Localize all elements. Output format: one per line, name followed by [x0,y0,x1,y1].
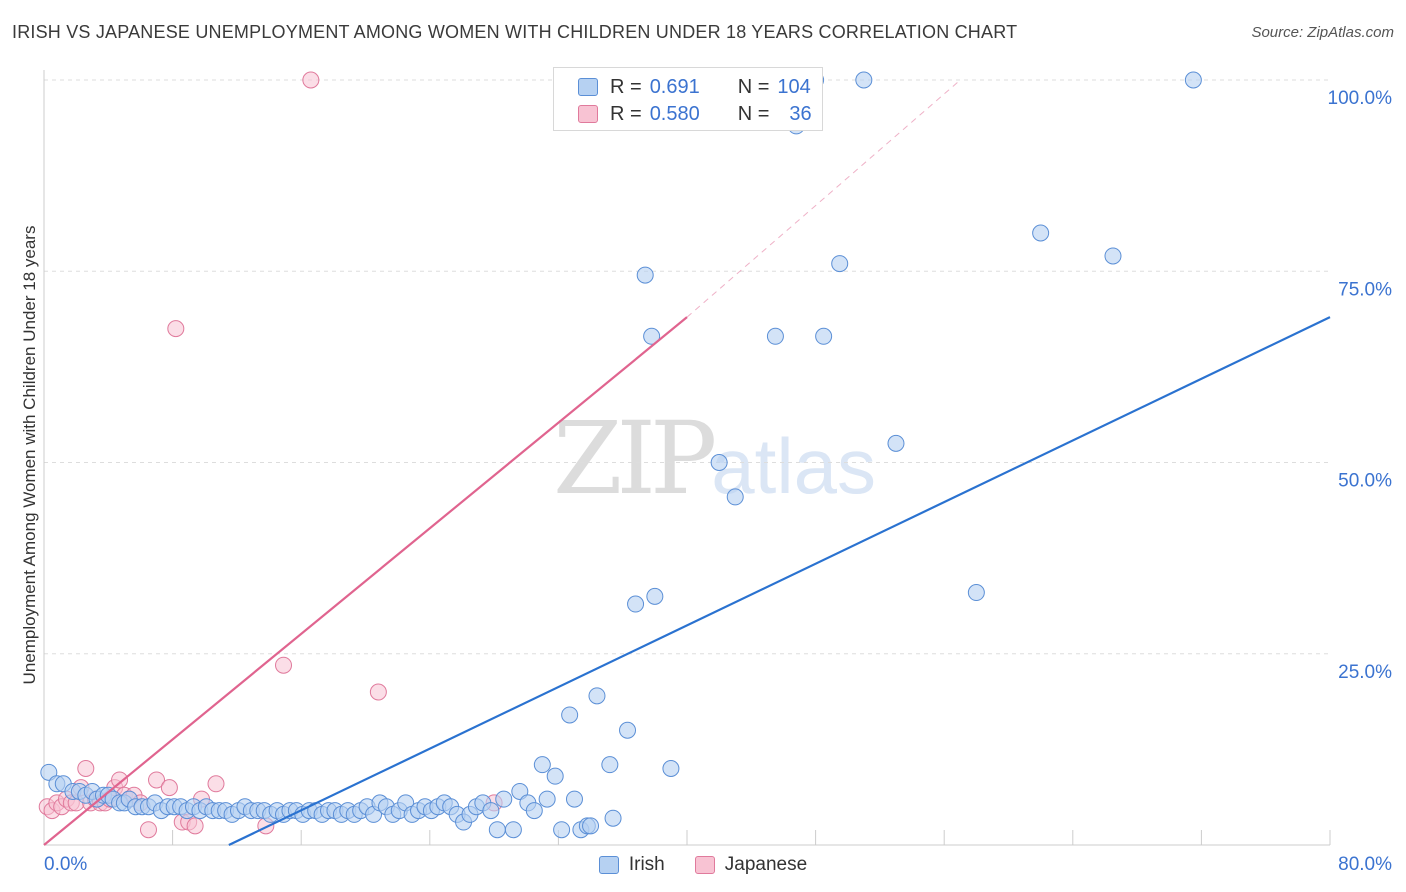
x-tick-label: 80.0% [1338,854,1392,875]
irish-point [1032,224,1050,242]
irish-point [488,821,506,839]
irish-trendline [228,316,1331,846]
japanese-point [160,779,178,797]
irish-point [588,687,606,705]
irish-point [1104,247,1122,265]
legend-item-irish[interactable]: Irish [598,854,665,876]
irish-point [646,587,664,605]
legend-row-irish: R = 0.691 N = 104 [578,74,811,100]
stats-legend: R = 0.691 N = 104 R = 0.580 N = 36 [553,67,823,131]
irish-legend-icon [598,856,619,874]
japanese-r-label: R = [610,102,642,125]
japanese-legend-icon [694,856,715,874]
japanese-point [139,821,157,839]
irish-point [538,790,556,808]
irish-point [662,760,680,777]
irish-point [636,266,654,284]
irish-point [627,595,645,613]
irish-r-value: 0.691 [649,75,700,98]
y-tick-label: 100.0% [1328,88,1393,109]
irish-point [619,721,637,739]
irish-point [855,71,873,89]
irish-point [565,790,583,808]
irish-point [967,584,985,602]
japanese-r-value: 0.580 [649,102,700,125]
irish-n-label: N = [737,75,770,98]
irish-point [831,255,849,273]
irish-r-label: R = [610,75,642,98]
japanese-point [77,760,95,777]
legend-row-japanese: R = 0.580 N = 36 [578,101,812,127]
japanese-point [148,771,166,789]
japanese-trendline [43,316,688,846]
japanese-point [111,771,129,789]
irish-point [815,327,833,345]
y-tick-label: 75.0% [1338,279,1392,300]
japanese-point [302,71,320,89]
irish-point [546,767,564,785]
irish-point [561,706,579,724]
y-tick-label: 50.0% [1338,471,1392,492]
irish-point [504,821,522,839]
legend-item-japanese[interactable]: Japanese [694,854,808,876]
japanese-point [167,320,185,338]
japanese-trendline-extension [686,79,961,318]
irish-point [604,809,622,827]
y-tick-label: 25.0% [1338,662,1392,683]
irish-n-value: 104 [777,75,811,98]
irish-point [1184,71,1202,89]
irish-point [643,327,661,345]
japanese-point [369,683,387,701]
irish-point [533,756,551,774]
irish-point [726,488,744,506]
japanese-point [207,775,225,793]
irish-point [601,756,619,774]
irish-point [482,802,500,820]
irish-point [525,802,543,820]
series-legend: Irish Japanese [0,852,1406,878]
irish-point [582,817,600,835]
legend-label-japanese: Japanese [724,854,808,875]
chart-title: IRISH VS JAPANESE UNEMPLOYMENT AMONG WOM… [12,22,1018,42]
x-tick-label: 0.0% [44,854,87,875]
irish-point [766,327,784,345]
japanese-n-label: N = [737,102,770,125]
irish-point [495,790,513,808]
japanese-point [186,817,204,835]
japanese-point [275,656,293,674]
japanese-swatch-icon [578,105,598,123]
irish-swatch-icon [578,78,598,96]
legend-label-irish: Irish [628,854,665,875]
irish-point [887,434,905,452]
japanese-n-value: 36 [789,102,812,125]
irish-point [553,821,571,839]
irish-point [710,454,728,471]
source-credit: Source: ZipAtlas.com [1251,24,1394,41]
